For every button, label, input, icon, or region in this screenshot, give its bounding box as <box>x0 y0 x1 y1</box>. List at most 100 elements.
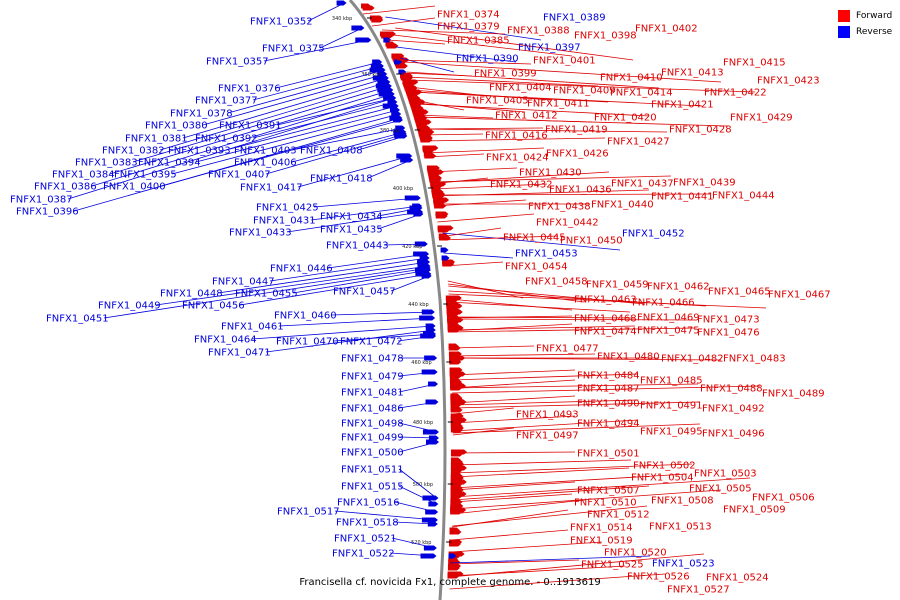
reverse-feature-arrow <box>422 429 439 435</box>
leader-line <box>432 183 548 190</box>
leader-line <box>452 395 576 404</box>
gene-label: FNFX1_0493 <box>516 410 579 421</box>
leader-line <box>440 235 559 241</box>
gene-label: FNFX1_0423 <box>757 76 820 87</box>
reverse-feature-arrow <box>377 79 391 85</box>
gene-label: FNFX1_0406 <box>234 158 297 169</box>
gene-label: FNFX1_0519 <box>570 536 633 547</box>
gene-label: FNFX1_0510 <box>574 498 637 509</box>
leader-line <box>390 275 430 292</box>
gene-label: FNFX1_0478 <box>341 354 404 365</box>
leader-line <box>217 261 429 294</box>
leader-line <box>195 109 399 163</box>
leader-line <box>451 357 722 361</box>
gene-label: FNFX1_0382 <box>102 146 165 157</box>
leader-line <box>452 451 576 454</box>
gene-label: FNFX1_0496 <box>702 429 765 440</box>
leader-line <box>450 353 596 357</box>
leader-line <box>252 65 382 101</box>
leader-line <box>452 459 632 466</box>
gene-label: FNFX1_0467 <box>768 290 831 301</box>
forward-feature-arrow <box>395 63 408 69</box>
gene-label: FNFX1_0375 <box>262 44 325 55</box>
gene-label: FNFX1_0475 <box>637 326 700 337</box>
leader-line <box>73 117 401 212</box>
forward-feature-arrow <box>381 33 394 39</box>
gene-label: FNFX1_0459 <box>586 280 649 291</box>
reverse-feature-arrow <box>369 67 386 73</box>
leader-line <box>450 555 651 564</box>
forward-feature-arrow <box>430 183 443 189</box>
leader-line <box>103 267 429 319</box>
gene-label: FNFX1_0393 <box>168 146 231 157</box>
gene-label: FNFX1_0452 <box>622 229 685 240</box>
gene-label: FNFX1_0409 <box>553 86 616 97</box>
gene-label: FNFX1_0516 <box>337 498 400 509</box>
gene-label: FNFX1_0453 <box>515 249 578 260</box>
gene-label: FNFX1_0497 <box>516 431 579 442</box>
gene-label: FNFX1_0473 <box>697 315 760 326</box>
gene-label: FNFX1_0476 <box>697 328 760 339</box>
gene-label: FNFX1_0438 <box>528 202 591 213</box>
leader-line <box>444 261 504 267</box>
reverse-feature-arrow <box>425 439 439 445</box>
gene-label: FNFX1_0383 <box>75 158 138 169</box>
leader-line <box>452 415 576 424</box>
leader-line <box>292 269 430 294</box>
leader-line <box>398 371 436 377</box>
leader-line <box>448 301 631 313</box>
leader-line <box>449 318 696 321</box>
gene-label: FNFX1_0397 <box>518 43 581 54</box>
leader-line <box>377 213 422 230</box>
gene-label: FNFX1_0492 <box>702 404 765 415</box>
reverse-feature-arrow <box>389 115 403 121</box>
gene-label: FNFX1_0498 <box>341 419 404 430</box>
leader-line <box>225 105 397 151</box>
scale-tick-label: 460 kbp <box>411 360 431 366</box>
reverse-feature-arrow <box>393 131 407 137</box>
legend-item-forward: Forward <box>838 8 892 24</box>
gene-label: FNFX1_0462 <box>647 282 710 293</box>
gene-label: FNFX1_0502 <box>633 461 696 472</box>
leader-line <box>291 127 404 151</box>
leader-line <box>451 373 639 381</box>
gene-label: FNFX1_0494 <box>577 419 640 430</box>
leader-line <box>291 131 405 163</box>
gene-label: FNFX1_0509 <box>723 505 786 516</box>
leader-line <box>430 175 672 183</box>
gene-label: FNFX1_0484 <box>577 371 640 382</box>
gene-label: FNFX1_0419 <box>545 125 608 136</box>
gene-label: FNFX1_0506 <box>752 493 815 504</box>
leader-line <box>424 147 545 154</box>
leader-line <box>449 565 626 577</box>
gene-label: FNFX1_0407 <box>208 170 271 181</box>
genome-backbone <box>348 0 447 600</box>
gene-label: FNFX1_0491 <box>640 401 703 412</box>
gene-label: FNFX1_0439 <box>673 178 736 189</box>
leader-line <box>397 335 435 342</box>
gene-label: FNFX1_0378 <box>170 109 233 120</box>
leader-line <box>434 193 711 196</box>
gene-label: FNFX1_0380 <box>145 121 208 132</box>
gene-label: FNFX1_0489 <box>762 389 825 400</box>
gene-label: FNFX1_0466 <box>632 298 695 309</box>
genome-caption: Francisella cf. novicida Fx1, complete g… <box>299 577 601 588</box>
gene-label: FNFX1_0441 <box>651 192 714 203</box>
leader-line <box>452 481 576 491</box>
leader-line <box>371 17 436 27</box>
leader-line <box>439 227 502 238</box>
legend-label-forward: Forward <box>856 11 893 21</box>
leader-line <box>442 232 621 251</box>
forward-feature-arrow <box>449 541 462 547</box>
reverse-feature-arrow <box>425 509 439 515</box>
gene-label: FNFX1_0487 <box>577 384 640 395</box>
leader-line <box>227 69 384 114</box>
gene-label: FNFX1_0450 <box>560 236 623 247</box>
reverse-feature-arrow <box>423 545 437 551</box>
leader-line <box>155 265 429 306</box>
gene-label: FNFX1_0414 <box>610 88 673 99</box>
leader-line <box>450 559 580 565</box>
leader-line <box>297 155 411 188</box>
gene-label: FNFX1_0485 <box>640 376 703 387</box>
leader-line <box>377 207 421 217</box>
